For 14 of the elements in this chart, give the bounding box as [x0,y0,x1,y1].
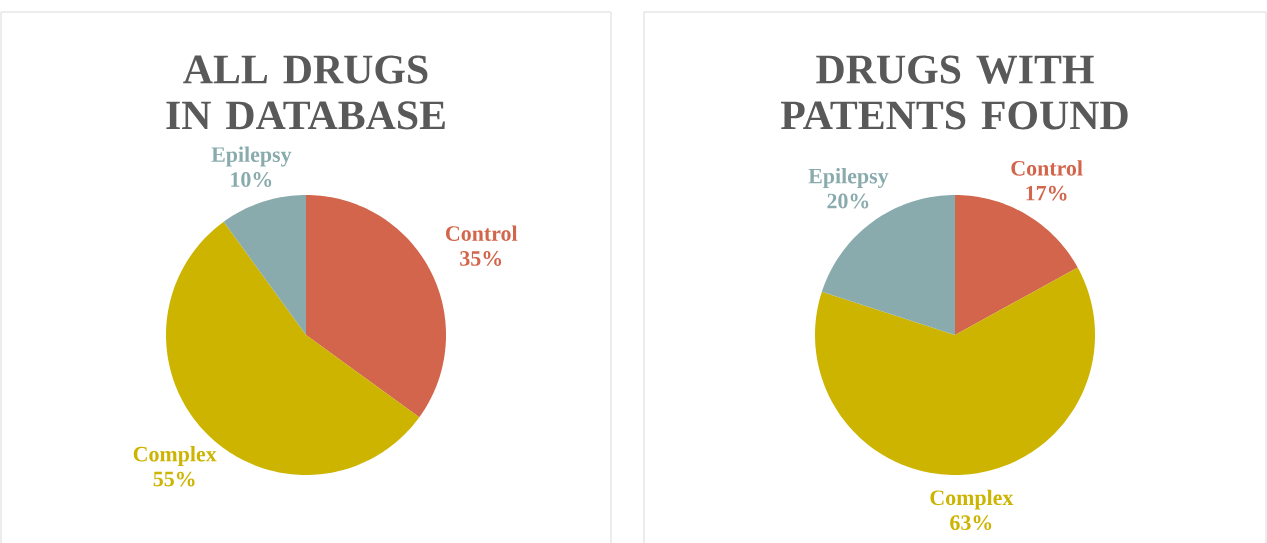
slice-label: Complex [133,446,217,466]
slice-label: Epilepsy [808,168,889,189]
data-label: 63% [950,515,992,531]
slice-label: Complex [930,489,1014,510]
data-label: 35% [460,251,502,266]
data-label: 17% [1026,185,1067,201]
data-label: 55% [153,471,195,487]
data-label: 10% [231,172,272,187]
data-label: 20% [827,193,869,209]
chart-title: ALL DRUGS IN DATABASE [166,55,445,130]
slice-label: Control [446,225,518,241]
slice-label: Epilepsy [211,146,292,167]
chart-title: DRUGS WITH PATENTS FOUND [780,55,1128,130]
slice-label: Control [1011,160,1083,176]
